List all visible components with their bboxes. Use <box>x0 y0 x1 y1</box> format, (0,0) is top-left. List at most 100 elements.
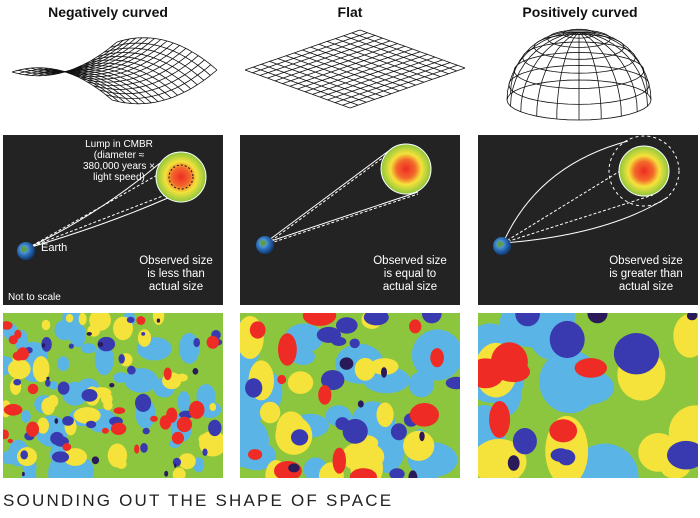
cmb-blob <box>331 336 347 346</box>
cmb-blob <box>3 429 9 440</box>
cmb-blob <box>163 416 171 422</box>
cmb-blob <box>140 443 148 453</box>
cmb-blob <box>318 385 332 405</box>
saddle-surface-illustration <box>11 37 218 105</box>
cmb-blob <box>14 329 22 339</box>
cmb-blob <box>445 376 460 390</box>
cmb-blob <box>101 427 109 434</box>
cmb-blob <box>363 313 389 326</box>
heading-negatively-curved: Negatively curved <box>48 4 168 20</box>
cmb-blob <box>172 457 181 467</box>
earth-label: Earth <box>41 242 68 254</box>
cmb-blob <box>7 438 13 444</box>
cmb-blob <box>193 457 205 473</box>
cmb-blob <box>41 319 51 331</box>
cmb-blob <box>141 332 146 336</box>
cmb-blob <box>381 367 387 378</box>
cmb-blob <box>188 400 205 419</box>
cmb-blob <box>478 358 505 389</box>
cmb-blob <box>206 335 219 349</box>
cmb-blob <box>409 319 422 334</box>
cmb-blob <box>68 343 74 349</box>
cmb-blob <box>177 391 191 413</box>
sightline-lower <box>27 191 174 249</box>
cmb-blob <box>127 365 136 375</box>
cmb-blob <box>321 370 345 390</box>
cmb-blob <box>686 313 698 321</box>
cmb-blob <box>80 343 97 354</box>
cmb-blob <box>409 403 439 427</box>
light-path-upper <box>27 162 161 249</box>
cmb-blob <box>613 333 660 375</box>
cmb-blob <box>57 381 70 395</box>
cmb-blob <box>249 321 266 339</box>
cmb-blob <box>13 379 22 386</box>
cmb-blob <box>62 443 72 451</box>
cmb-blob <box>512 428 537 455</box>
cmb-blob <box>41 397 55 415</box>
cmb-map-negative <box>3 313 223 478</box>
cmb-blob <box>97 336 116 352</box>
cmb-blob <box>97 342 104 347</box>
cmb-blob <box>557 449 576 466</box>
cmb-blob <box>107 443 128 468</box>
cmb-blob <box>37 417 49 434</box>
cmb-blob <box>278 333 297 366</box>
cmb-blob <box>171 431 184 445</box>
cmb-blob <box>110 422 127 435</box>
sightline-upper <box>27 168 169 249</box>
sightline-lower <box>502 194 654 244</box>
cmb-map-flat <box>240 313 460 478</box>
cmb-blob <box>32 356 50 383</box>
cmb-blob <box>248 449 263 460</box>
cmb-blob <box>354 357 376 381</box>
cmb-blob <box>422 313 442 324</box>
cmb-blob <box>109 383 115 388</box>
cmb-blob <box>419 431 425 442</box>
cmb-blob <box>21 410 31 423</box>
cmb-blob <box>202 448 208 456</box>
lump-label: Lump in CMBR (diameter ≈ 380,000 years ×… <box>83 139 155 183</box>
cmb-blob <box>78 313 87 326</box>
cmb-blob <box>54 418 59 424</box>
cmb-blob <box>587 313 608 324</box>
cmb-blob <box>549 320 585 359</box>
cmb-blob <box>45 379 51 387</box>
cmb-blob <box>150 415 158 422</box>
flat-panel: Observed size is equal to actual size <box>240 135 460 305</box>
cmb-blob <box>113 407 126 414</box>
cmb-blob <box>73 407 101 424</box>
cmb-blob <box>164 470 169 477</box>
cmb-blob <box>3 404 23 416</box>
cmb-blob <box>21 470 37 478</box>
cmb-blob <box>26 421 39 437</box>
cmb-blob <box>178 453 196 470</box>
cmb-blob <box>46 376 50 380</box>
cmb-blob <box>89 313 111 331</box>
cmb-blob <box>349 338 360 349</box>
cmb-blob <box>339 357 354 370</box>
cmb-blob <box>136 316 146 325</box>
cmb-blob <box>489 401 511 438</box>
cmb-blob <box>176 416 192 433</box>
apparent-size-outline <box>608 135 680 207</box>
cmb-blob <box>62 416 74 426</box>
cmb-blob <box>287 371 314 394</box>
cmb-blob <box>48 381 59 390</box>
cmb-blob <box>349 468 377 478</box>
cmb-blob <box>51 451 70 463</box>
cmb-blob <box>245 378 263 398</box>
cmb-blob <box>357 400 364 408</box>
cmb-blob <box>94 343 114 376</box>
cmb-blob <box>174 463 177 468</box>
cmb-blob <box>3 321 13 330</box>
cmb-blob <box>673 313 698 358</box>
cmb-blob <box>81 389 98 402</box>
cmb-blob <box>336 317 358 334</box>
cmb-blob <box>571 443 639 478</box>
cmb-spot <box>380 143 432 195</box>
positive-observed-text: Observed size is greater than actual siz… <box>609 255 683 293</box>
cmb-blob <box>288 463 300 473</box>
cmb-spot <box>155 151 207 203</box>
light-path-upper <box>264 146 395 244</box>
